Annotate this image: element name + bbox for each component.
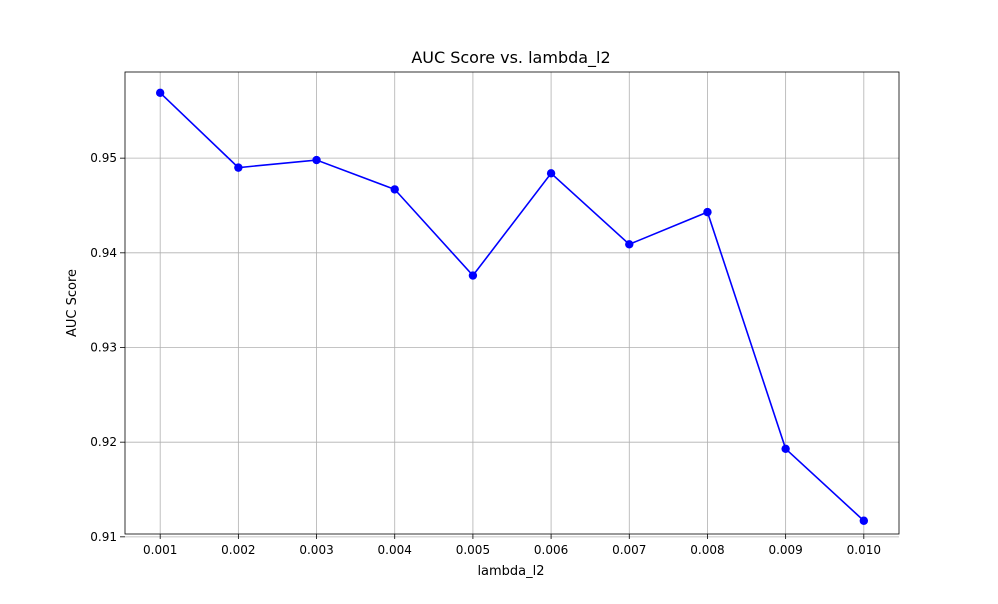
x-tick-label: 0.006 (534, 543, 568, 557)
data-point (312, 155, 321, 165)
series-layer (155, 88, 869, 525)
x-tick-label: 0.004 (378, 543, 412, 557)
data-point (703, 207, 712, 217)
data-point (781, 444, 790, 453)
y-axis-ticks: 0.91 0.92 0.93 0.94 0.95 (90, 151, 125, 544)
data-point (859, 516, 869, 525)
x-tick-label: 0.002 (221, 543, 255, 557)
y-tick-label: 0.92 (90, 435, 117, 449)
x-tick-label: 0.010 (847, 543, 881, 557)
y-tick-label: 0.93 (90, 340, 117, 354)
data-point (468, 271, 478, 280)
data-point (390, 185, 399, 194)
y-axis-label: AUC Score (65, 269, 80, 337)
x-tick-label: 0.001 (143, 543, 177, 557)
series-line (159, 92, 865, 522)
x-tick-label: 0.007 (612, 543, 646, 557)
x-tick-label: 0.009 (768, 543, 802, 557)
plot-frame (124, 71, 900, 535)
data-point (546, 169, 556, 178)
x-axis-ticks: 0.001 0.002 0.003 0.004 0.005 0.006 0.007 0.008… (143, 534, 881, 557)
y-tick-label: 0.91 (90, 530, 117, 544)
chart-title: AUC Score vs. lambda_l2 (411, 48, 610, 68)
grid (125, 72, 899, 538)
y-tick-label: 0.94 (90, 246, 117, 260)
y-tick-label: 0.95 (90, 151, 117, 165)
data-point (234, 163, 243, 172)
data-point (625, 240, 634, 249)
x-tick-label: 0.008 (690, 543, 724, 557)
x-axis-label: lambda_l2 (477, 564, 544, 579)
data-point (155, 88, 165, 98)
x-tick-label: 0.003 (299, 543, 333, 557)
x-tick-label: 0.005 (456, 543, 490, 557)
